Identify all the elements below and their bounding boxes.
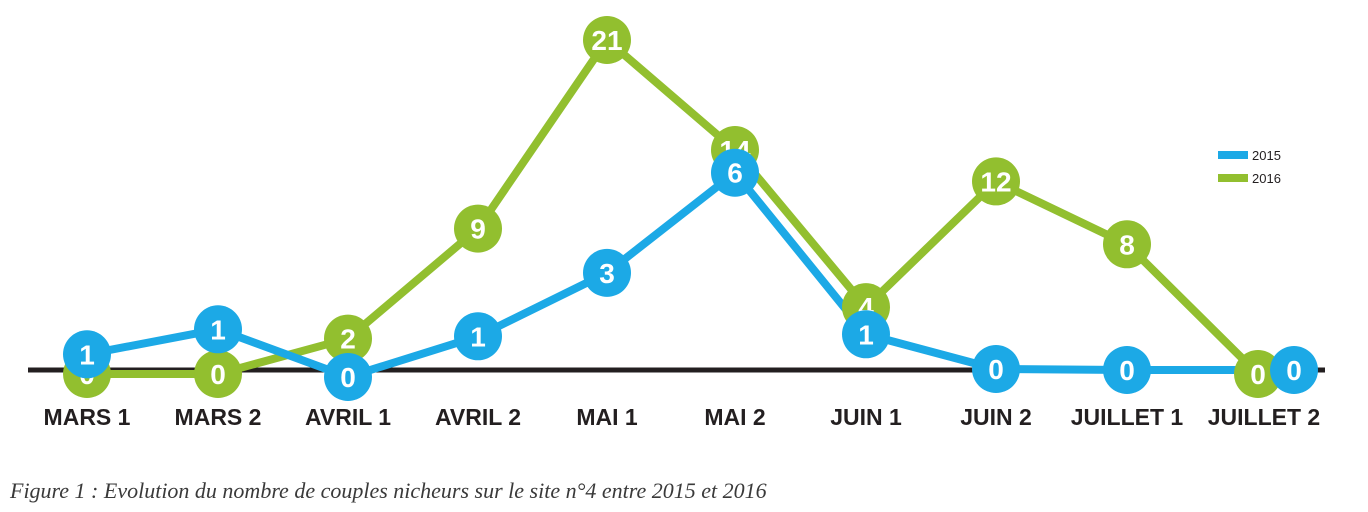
x-tick-label: MARS 2 <box>175 404 262 430</box>
x-tick-label: AVRIL 2 <box>435 404 521 430</box>
data-label: 1 <box>79 339 95 370</box>
data-point-2015-8: 0 <box>972 345 1020 393</box>
data-point-marker <box>454 204 502 253</box>
data-label: 21 <box>591 25 622 56</box>
data-point-2015-1: 1 <box>63 330 111 379</box>
legend: 2015 2016 <box>1218 148 1281 186</box>
data-point-2016-5: 21 <box>583 16 631 64</box>
data-point-marker <box>711 148 759 197</box>
data-point-2015-7: 1 <box>842 310 890 359</box>
legend-item-2016: 2016 <box>1218 171 1281 186</box>
figure-caption: Figure 1 : Evolution du nombre de couple… <box>10 478 767 503</box>
legend-label: 2015 <box>1252 148 1281 163</box>
data-point-2015-3: 0 <box>324 353 372 401</box>
data-label: 12 <box>980 166 1011 197</box>
data-point-2015-10: 0 <box>1270 346 1318 394</box>
data-point-marker <box>324 353 372 401</box>
data-point-marker <box>842 310 890 359</box>
data-point-marker <box>1103 346 1151 394</box>
data-label: 0 <box>340 362 356 393</box>
legend-swatch <box>1218 151 1248 159</box>
series-line-2015 <box>83 168 1298 381</box>
x-tick-label: MARS 1 <box>44 404 131 430</box>
data-point-marker <box>1234 350 1282 398</box>
data-point-marker <box>972 157 1020 206</box>
data-label: 1 <box>470 321 486 352</box>
data-label: 2 <box>340 324 356 355</box>
x-tick-label: JUIN 1 <box>830 404 902 430</box>
data-label: 0 <box>1286 355 1302 386</box>
x-tick-label: JUILLET 2 <box>1208 404 1320 430</box>
data-label: 0 <box>988 354 1004 385</box>
x-tick-label: JUIN 2 <box>960 404 1032 430</box>
x-axis-tick-labels: MARS 1 MARS 2 AVRIL 1 AVRIL 2 MAI 1 MAI 2 JUIN… <box>44 404 1321 430</box>
legend-item-2015: 2015 <box>1218 148 1281 163</box>
data-point-marker <box>63 330 111 379</box>
data-point-marker <box>583 16 631 64</box>
data-point-2016-9: 8 <box>1103 220 1151 269</box>
data-point-2016-3: 2 <box>324 314 372 363</box>
data-point-marker <box>1270 346 1318 394</box>
data-point-marker <box>194 350 242 398</box>
series-lines <box>83 36 1298 381</box>
data-point-2016-2: 0 <box>194 350 242 398</box>
data-point-2015-4: 1 <box>454 312 502 361</box>
data-label: 0 <box>1119 355 1135 386</box>
data-point-2015-5: 3 <box>583 248 631 297</box>
data-label: 0 <box>1250 359 1266 390</box>
data-point-2016-4: 9 <box>454 204 502 253</box>
x-tick-label: MAI 2 <box>704 404 765 430</box>
x-tick-label: JUILLET 1 <box>1071 404 1184 430</box>
data-label: 8 <box>1119 229 1135 260</box>
data-label: 1 <box>858 319 874 350</box>
data-point-marker <box>1103 220 1151 269</box>
legend-label: 2016 <box>1252 171 1281 186</box>
data-point-marker <box>324 314 372 363</box>
series-points: 00292114412801101361000 <box>63 16 1318 401</box>
data-point-marker <box>583 248 631 297</box>
legend-swatch <box>1218 174 1248 182</box>
data-label: 3 <box>599 258 615 289</box>
data-point-marker <box>972 345 1020 393</box>
data-point-marker <box>194 305 242 354</box>
data-point-marker <box>454 312 502 361</box>
data-label: 0 <box>210 359 226 390</box>
data-label: 1 <box>210 314 226 345</box>
data-point-2015-6: 6 <box>711 148 759 197</box>
data-point-2015-2: 1 <box>194 305 242 354</box>
x-tick-label: MAI 1 <box>576 404 638 430</box>
data-point-2016-8: 12 <box>972 157 1020 206</box>
data-label: 9 <box>470 214 486 245</box>
x-tick-label: AVRIL 1 <box>305 404 391 430</box>
data-label: 6 <box>727 158 743 189</box>
data-point-2015-9: 0 <box>1103 346 1151 394</box>
data-point-2016-10: 0 <box>1234 350 1282 398</box>
series-line-2016 <box>83 36 1262 378</box>
